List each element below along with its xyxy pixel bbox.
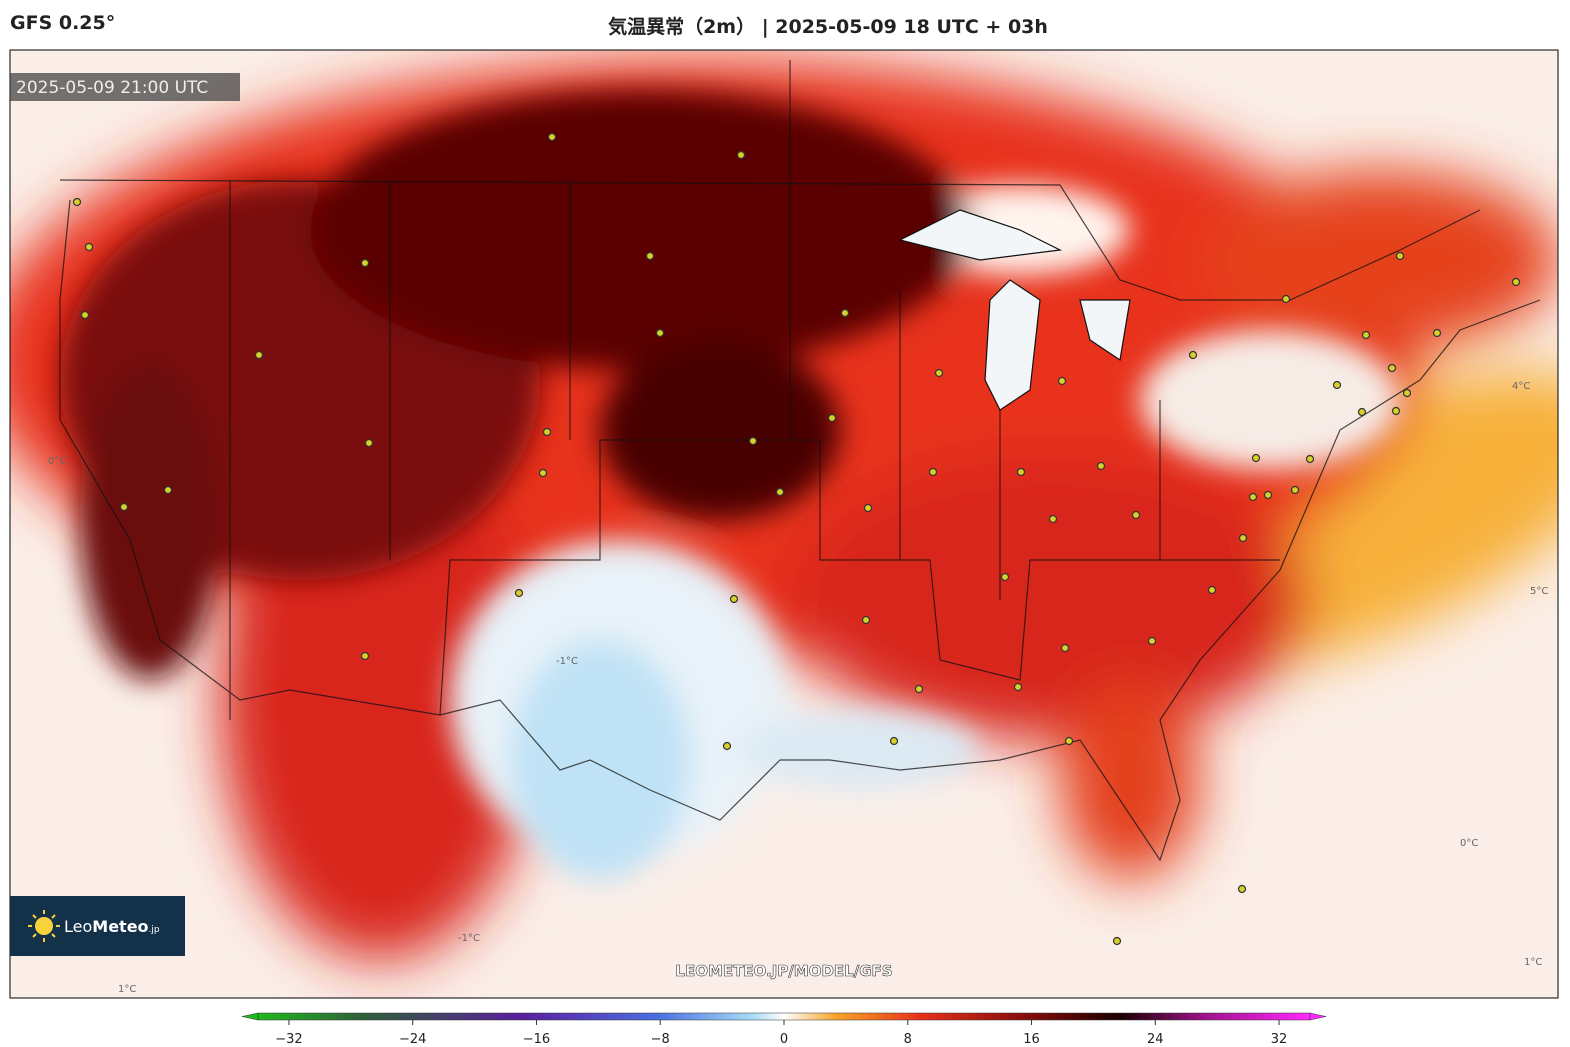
colorbar-tick-label: −8: [651, 1032, 670, 1047]
city-marker: [542, 427, 552, 437]
city-marker: [775, 487, 785, 497]
city-marker: [1395, 251, 1405, 261]
colorbar-max-arrow: [1309, 1012, 1327, 1021]
city-marker: [645, 251, 655, 261]
city-marker: [1000, 572, 1010, 582]
city-marker: [1048, 514, 1058, 524]
city-marker: [1387, 363, 1397, 373]
contour-label: 0°C: [1460, 838, 1478, 849]
city-marker: [889, 736, 899, 746]
city-marker: [80, 310, 90, 320]
city-marker: [1131, 510, 1141, 520]
city-marker: [364, 438, 374, 448]
city-marker: [1064, 736, 1074, 746]
colorbar-tick-label: −16: [523, 1032, 550, 1047]
colorbar-min-arrow: [241, 1012, 259, 1021]
contour-label: 1°C: [1524, 957, 1542, 968]
chart-title: 気温異常（2m） | 2025-05-09 18 UTC + 03h: [608, 16, 1048, 38]
city-marker: [1238, 533, 1248, 543]
colorbar-tick-label: 32: [1271, 1032, 1288, 1047]
city-marker: [1305, 454, 1315, 464]
colorbar: −32 −24 −16 −8 0 8 16 24 32: [241, 1012, 1327, 1047]
city-marker: [163, 485, 173, 495]
city-marker: [1357, 407, 1367, 417]
city-marker: [729, 594, 739, 604]
city-marker: [722, 741, 732, 751]
city-marker: [1060, 643, 1070, 653]
city-marker: [1112, 936, 1122, 946]
contour-label: 4°C: [1512, 381, 1530, 392]
city-marker: [360, 258, 370, 268]
city-marker: [928, 467, 938, 477]
city-marker: [748, 436, 758, 446]
valid-time: 2025-05-09 21:00 UTC: [16, 78, 208, 98]
city-marker: [840, 308, 850, 318]
city-marker: [84, 242, 94, 252]
contour-label: -1°C: [556, 656, 578, 667]
city-marker: [119, 502, 129, 512]
city-marker: [538, 468, 548, 478]
city-marker: [1391, 406, 1401, 416]
city-marker: [254, 350, 264, 360]
city-marker: [1402, 388, 1412, 398]
city-marker: [1096, 461, 1106, 471]
city-marker: [736, 150, 746, 160]
city-marker: [1332, 380, 1342, 390]
colorbar-tick-label: 8: [904, 1032, 912, 1047]
city-marker: [72, 197, 82, 207]
city-marker: [1263, 490, 1273, 500]
contour-label: 5°C: [1530, 586, 1548, 597]
city-marker: [1511, 277, 1521, 287]
city-marker: [360, 651, 370, 661]
colorbar-body: [257, 1012, 1311, 1021]
city-marker: [1248, 492, 1258, 502]
city-marker: [655, 328, 665, 338]
city-marker: [1290, 485, 1300, 495]
colorbar-tick-label: 0: [780, 1032, 788, 1047]
colorbar-tick-label: 24: [1147, 1032, 1164, 1047]
city-marker: [1207, 585, 1217, 595]
colorbar-tick-label: −32: [275, 1032, 302, 1047]
city-marker: [1432, 328, 1442, 338]
city-marker: [914, 684, 924, 694]
city-marker: [934, 368, 944, 378]
city-marker: [1188, 350, 1198, 360]
colorbar-tick-label: 16: [1023, 1032, 1040, 1047]
city-marker: [1013, 682, 1023, 692]
city-marker: [1016, 467, 1026, 477]
city-marker: [1361, 330, 1371, 340]
city-marker: [514, 588, 524, 598]
city-marker: [1251, 453, 1261, 463]
logo: LeoMeteo.jp: [64, 917, 160, 936]
temperature-field: [10, 50, 1558, 998]
city-marker: [861, 615, 871, 625]
contour-label: 1°C: [118, 984, 136, 995]
city-marker: [1281, 294, 1291, 304]
colorbar-tick-label: −24: [399, 1032, 426, 1047]
city-marker: [863, 503, 873, 513]
contour-label: 0°C: [48, 456, 66, 467]
watermark: LEOMETEO.JP/MODEL/GFS: [675, 962, 892, 980]
model-label: GFS 0.25°: [10, 12, 116, 34]
contour-label: -1°C: [458, 933, 480, 944]
city-marker: [827, 413, 837, 423]
city-marker: [1237, 884, 1247, 894]
city-marker: [1057, 376, 1067, 386]
city-marker: [547, 132, 557, 142]
city-marker: [1147, 636, 1157, 646]
